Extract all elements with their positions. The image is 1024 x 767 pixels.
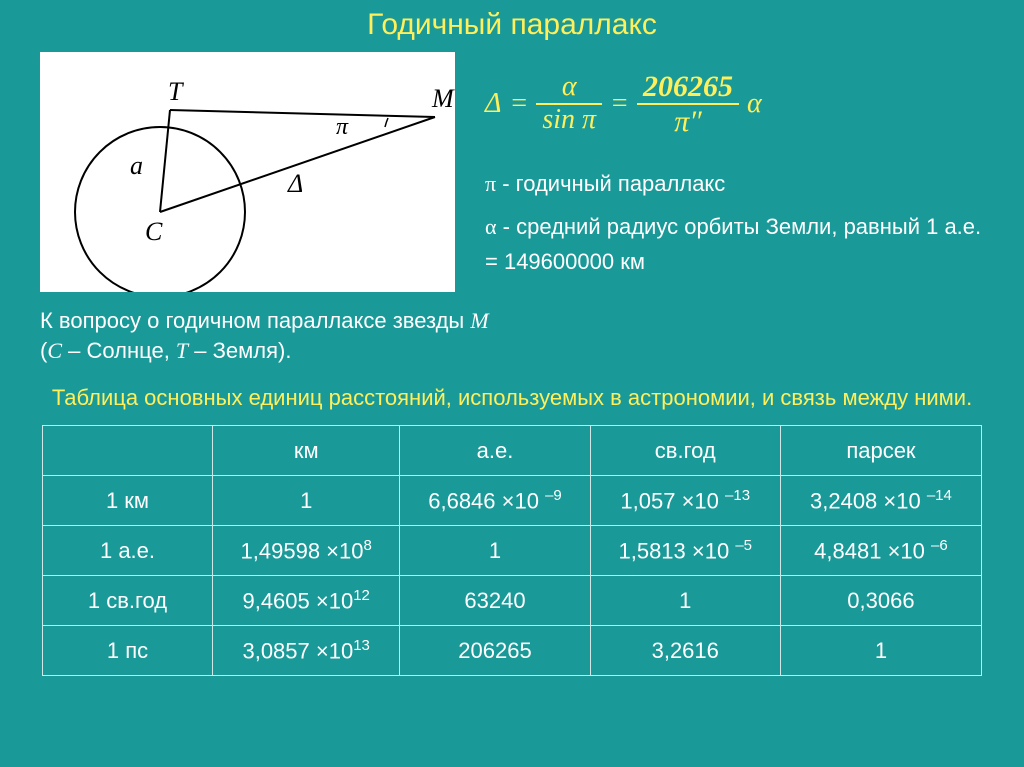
caption-M: M bbox=[470, 308, 488, 333]
svg-text:T: T bbox=[168, 77, 184, 106]
table-cell: 206265 bbox=[400, 626, 590, 676]
caption-T: T bbox=[176, 338, 188, 363]
legend-pi: π - годичный параллакс bbox=[485, 166, 984, 201]
table-cell: 4,8481 ×10 –6 bbox=[780, 526, 981, 576]
table-cell: 1 bbox=[780, 626, 981, 676]
table-cell: 6,6846 ×10 –9 bbox=[400, 476, 590, 526]
table-cell: 3,2408 ×10 –14 bbox=[780, 476, 981, 526]
legend-alpha: α - средний радиус орбиты Земли, равный … bbox=[485, 209, 984, 279]
table-cell: 3,2616 bbox=[590, 626, 780, 676]
table-cell: 1 bbox=[590, 576, 780, 626]
row-header: 1 а.е. bbox=[43, 526, 213, 576]
table-row: 1 св.год9,4605 ×10126324010,3066 bbox=[43, 576, 982, 626]
eq1: = bbox=[509, 88, 528, 120]
row-header: 1 км bbox=[43, 476, 213, 526]
th-ae: а.е. bbox=[400, 426, 590, 476]
parallax-diagram: T M C a π Δ bbox=[40, 52, 455, 292]
frac1-den: sin π bbox=[536, 105, 602, 136]
table-cell: 1 bbox=[400, 526, 590, 576]
table-header-row: км а.е. св.год парсек bbox=[43, 426, 982, 476]
table-cell: 1,057 ×10 –13 bbox=[590, 476, 780, 526]
table-cell: 9,4605 ×1012 bbox=[213, 576, 400, 626]
caption-C: C bbox=[47, 338, 62, 363]
parallax-formula: Δ = α sin π = 206265 π″ α bbox=[485, 70, 984, 138]
svg-text:M: M bbox=[431, 84, 455, 113]
table-row: 1 а.е.1,49598 ×10811,5813 ×10 –54,8481 ×… bbox=[43, 526, 982, 576]
alpha-symbol: α bbox=[485, 214, 497, 239]
table-cell: 63240 bbox=[400, 576, 590, 626]
units-table: км а.е. св.год парсек 1 км16,6846 ×10 –9… bbox=[42, 425, 982, 676]
table-cell: 0,3066 bbox=[780, 576, 981, 626]
pi-symbol: π bbox=[485, 171, 496, 196]
row-header: 1 св.год bbox=[43, 576, 213, 626]
frac2-den: π″ bbox=[668, 105, 708, 138]
upper-row: T M C a π Δ Δ = α sin π = 206265 π″ α bbox=[0, 52, 1024, 292]
formula-legend: π - годичный параллакс α - средний радиу… bbox=[485, 166, 984, 280]
formula-block: Δ = α sin π = 206265 π″ α π - годичный п… bbox=[485, 52, 984, 292]
caption-1a: К вопросу о годичном параллаксе звезды bbox=[40, 308, 470, 333]
frac-alpha-sinpi: α sin π bbox=[536, 72, 602, 136]
th-pc: парсек bbox=[780, 426, 981, 476]
row-header: 1 пс bbox=[43, 626, 213, 676]
svg-text:π: π bbox=[336, 114, 349, 140]
th-km: км bbox=[213, 426, 400, 476]
alpha-text: - средний радиус орбиты Земли, равный 1 … bbox=[485, 214, 981, 274]
table-row: 1 км16,6846 ×10 –91,057 ×10 –133,2408 ×1… bbox=[43, 476, 982, 526]
th-blank bbox=[43, 426, 213, 476]
table-title: Таблица основных единиц расстояний, испо… bbox=[0, 365, 1024, 425]
svg-text:a: a bbox=[130, 151, 143, 180]
table-cell: 3,0857 ×1013 bbox=[213, 626, 400, 676]
caption-2c: – Земля). bbox=[188, 338, 291, 363]
diagram-caption: К вопросу о годичном параллаксе звезды M… bbox=[0, 292, 1024, 365]
th-ly: св.год bbox=[590, 426, 780, 476]
eq2: = bbox=[610, 88, 629, 120]
table-cell: 1,5813 ×10 –5 bbox=[590, 526, 780, 576]
sym-alpha-tail: α bbox=[747, 88, 762, 120]
pi-text: - годичный параллакс bbox=[496, 171, 725, 196]
table-cell: 1 bbox=[213, 476, 400, 526]
frac-206265: 206265 π″ bbox=[637, 70, 739, 138]
table-cell: 1,49598 ×108 bbox=[213, 526, 400, 576]
frac1-num: α bbox=[556, 72, 583, 103]
svg-text:Δ: Δ bbox=[287, 169, 303, 198]
slide-title: Годичный параллакс bbox=[0, 0, 1024, 52]
caption-2b: – Солнце, bbox=[62, 338, 176, 363]
sym-delta: Δ bbox=[485, 88, 501, 120]
table-row: 1 пс3,0857 ×10132062653,26161 bbox=[43, 626, 982, 676]
frac2-num: 206265 bbox=[637, 70, 739, 103]
svg-text:C: C bbox=[145, 217, 163, 246]
